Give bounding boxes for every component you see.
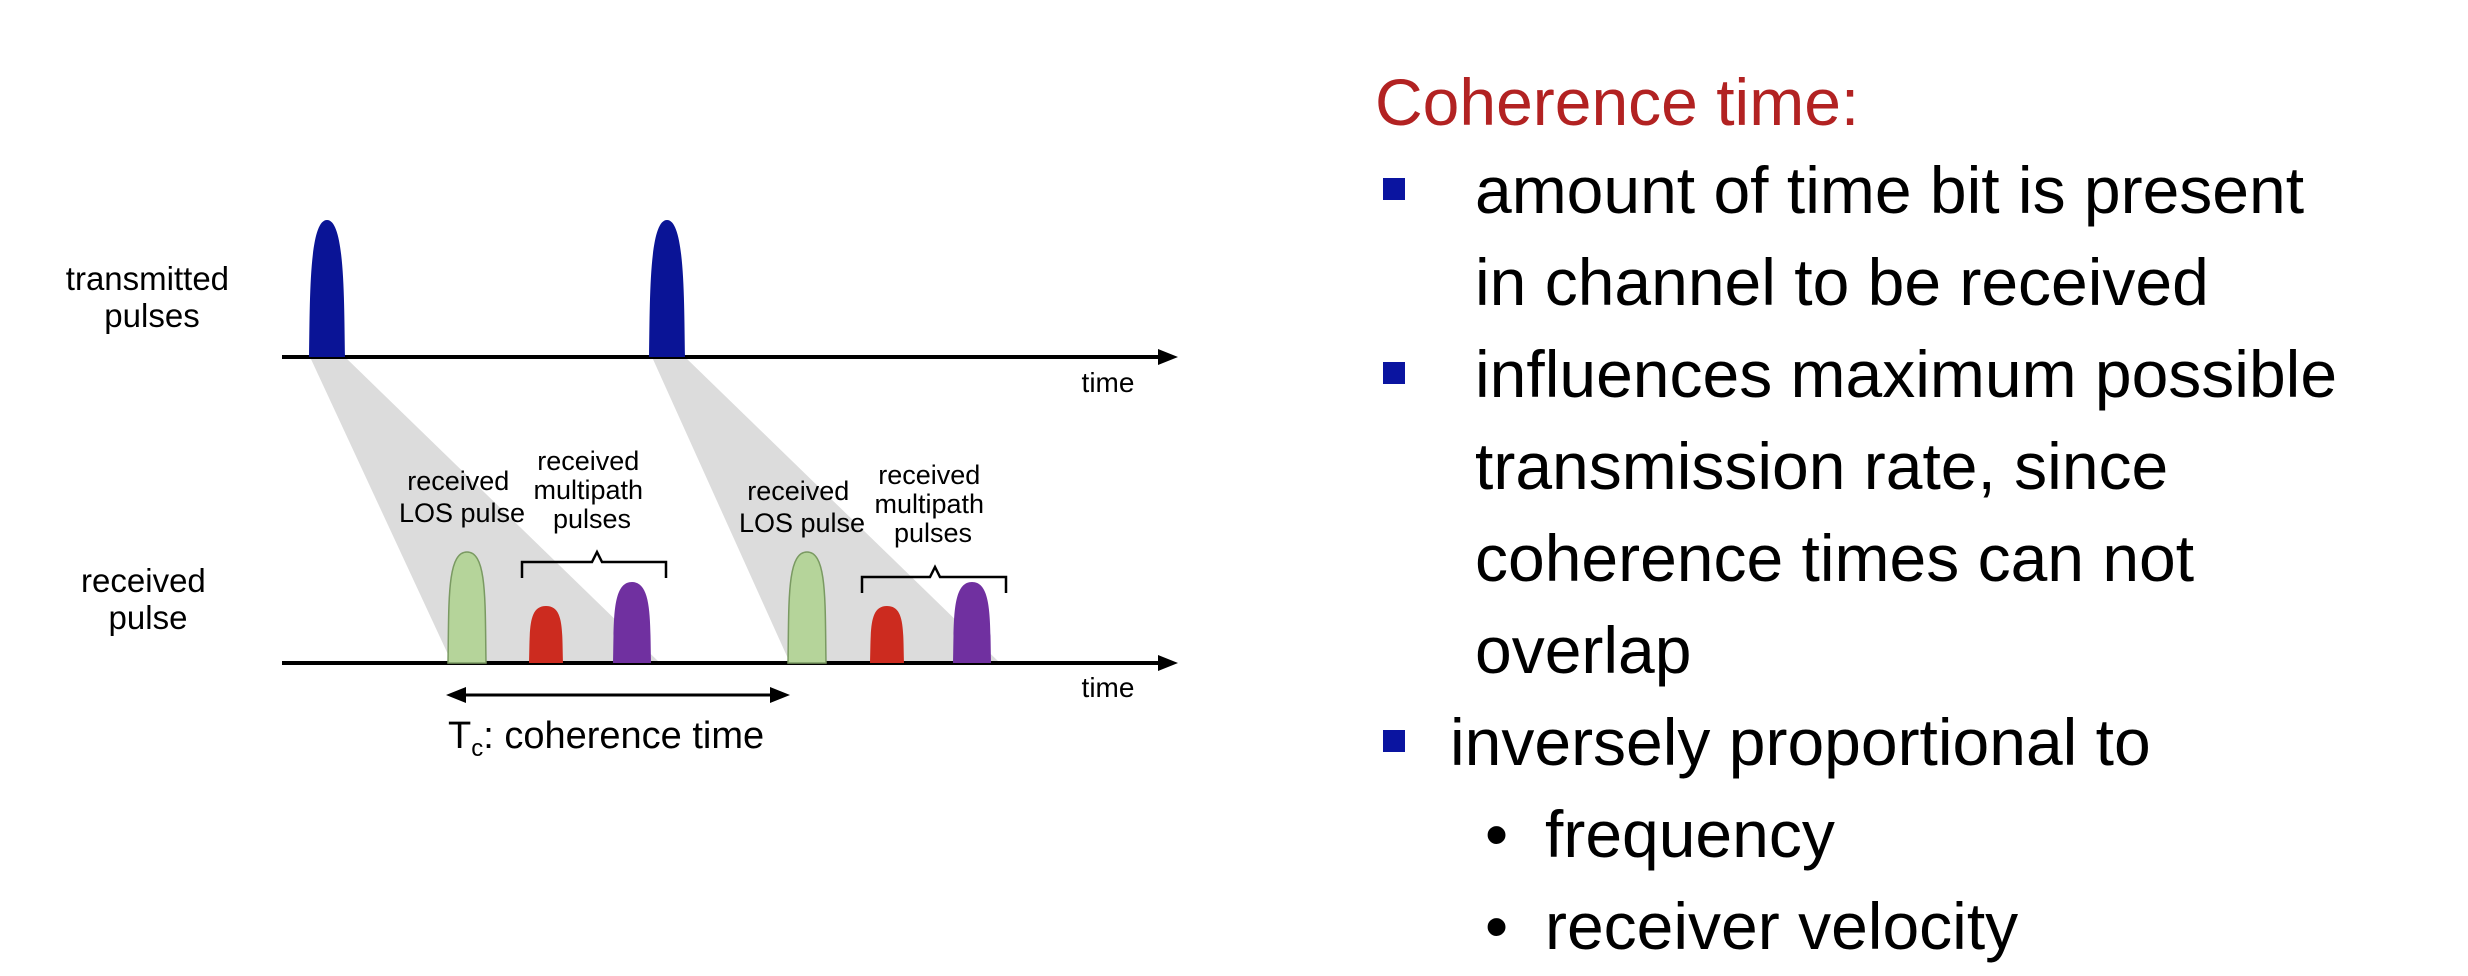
tx-pulse-1: [309, 220, 345, 357]
tx-pulse-2: [649, 220, 685, 357]
time-label-bottom: time: [1082, 672, 1135, 703]
coherence-arrow-right-head: [770, 687, 790, 703]
shadow-cone-1: [310, 357, 660, 663]
coherence-text-panel: Coherence time: amount of time bit is pr…: [1375, 60, 2455, 972]
bullet-line: coherence times can not: [1475, 521, 2195, 595]
sub-bullet-text: frequency: [1545, 797, 1835, 871]
transmitted-label: transmitted pulses: [66, 260, 238, 334]
coherence-time-label: Tc: coherence time: [448, 715, 764, 762]
received-label: received pulse: [81, 562, 215, 636]
time-label-top: time: [1082, 367, 1135, 398]
multipath-red-pulse-2: [870, 606, 904, 663]
multipath-label-2: received multipath pulses: [874, 460, 991, 548]
square-bullet-icon: [1383, 178, 1405, 200]
round-bullet-icon: •: [1485, 889, 1509, 963]
coherence-arrow-left-head: [446, 687, 466, 703]
bullet-line: inversely proportional to: [1450, 705, 2151, 779]
heading-title: Coherence time:: [1375, 65, 1860, 139]
los-pulse-label-2: received LOS pulse: [739, 476, 865, 538]
multipath-label-1: received multipath pulses: [533, 446, 650, 534]
bullet-line: amount of time bit is present: [1475, 153, 2305, 227]
multipath-brace-1: [520, 549, 668, 578]
bullet-line: overlap: [1475, 613, 1692, 687]
sub-bullet-item: • frequency: [1485, 788, 2455, 880]
los-pulse-1: [447, 551, 487, 664]
multipath-red-pulse-1: [529, 606, 563, 663]
bullet-line: influences maximum possible: [1475, 337, 2338, 411]
square-bullet-icon: [1383, 362, 1405, 384]
round-bullet-icon: •: [1485, 797, 1509, 871]
sub-bullet-text: receiver velocity: [1545, 889, 2019, 963]
square-bullet-icon: [1383, 730, 1405, 752]
bullet-line: in channel to be received: [1475, 245, 2209, 319]
rx-time-axis-arrowhead: [1158, 655, 1178, 671]
sub-bullet-item: • receiver velocity: [1485, 880, 2455, 972]
coherence-diagram: transmitted pulses received pulse time t…: [66, 220, 1178, 762]
bullet-item: inversely proportional to: [1375, 696, 2455, 788]
multipath-brace-2: [860, 564, 1008, 593]
bullet-item: influences maximum possible transmission…: [1375, 328, 2455, 696]
los-pulse-2: [787, 551, 827, 664]
tx-time-axis-arrowhead: [1158, 349, 1178, 365]
bullet-line: transmission rate, since: [1475, 429, 2169, 503]
multipath-purple-pulse-1: [613, 582, 651, 663]
bullet-item: amount of time bit is present in channel…: [1375, 144, 2455, 328]
shadow-cone-2: [652, 357, 1000, 663]
los-pulse-label-1: received LOS pulse: [399, 466, 525, 528]
multipath-purple-pulse-2: [953, 582, 991, 663]
